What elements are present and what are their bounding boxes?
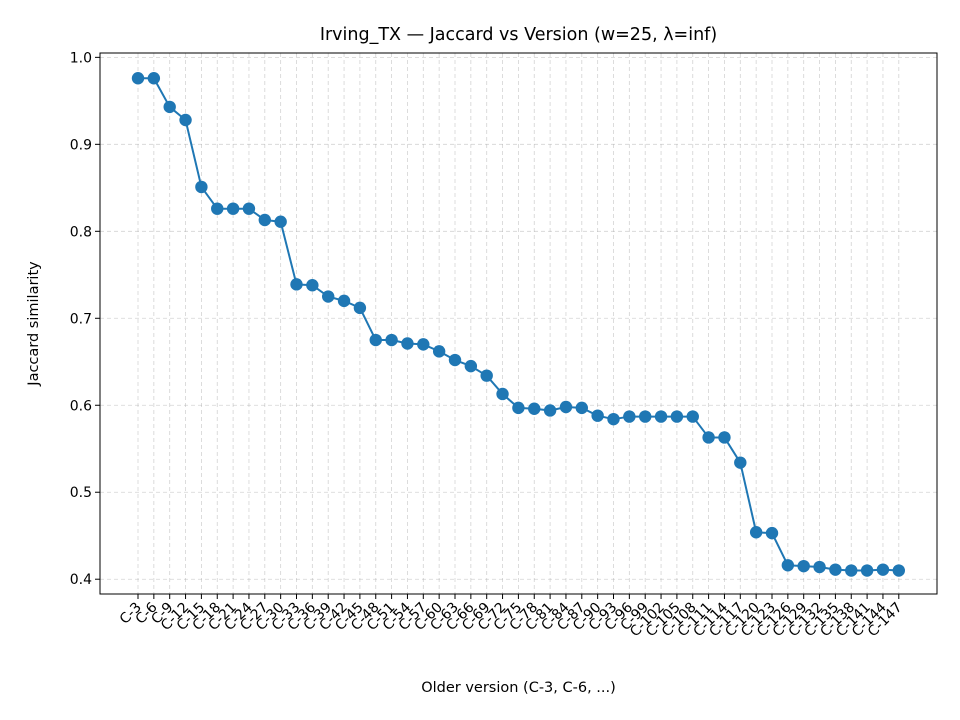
y-tick-label: 0.6 <box>70 398 92 414</box>
data-point <box>813 560 826 574</box>
y-axis: 0.4 0.5 0.6 0.7 0.8 0.9 1.0 <box>70 50 100 588</box>
data-point <box>829 563 842 576</box>
data-point <box>163 100 176 114</box>
data-point <box>892 564 905 577</box>
y-tick-label: 0.8 <box>70 224 92 240</box>
data-point <box>322 290 335 303</box>
data-point <box>432 345 446 358</box>
data-point <box>496 387 509 401</box>
data-point <box>369 333 382 347</box>
data-point <box>417 338 430 351</box>
data-point <box>385 333 398 347</box>
data-point <box>749 526 763 539</box>
data-point <box>147 72 161 85</box>
data-point <box>131 72 145 85</box>
data-point <box>512 401 525 415</box>
data-point <box>274 215 287 228</box>
data-point <box>607 412 620 426</box>
data-point <box>559 400 573 414</box>
chart-title: Irving_TX — Jaccard vs Version (w=25, λ=… <box>320 25 717 45</box>
data-point <box>670 410 684 423</box>
data-point <box>179 113 192 127</box>
data-point <box>480 369 493 382</box>
data-point <box>686 410 699 423</box>
y-tick-label: 0.4 <box>70 572 92 588</box>
data-point <box>242 202 256 215</box>
y-tick-label: 0.7 <box>70 311 92 327</box>
data-point <box>306 279 319 292</box>
data-point <box>845 564 858 577</box>
data-point <box>353 301 367 315</box>
x-axis-label: Older version (C-3, C-6, ...) <box>421 680 616 696</box>
data-point <box>290 278 303 291</box>
data-point <box>226 202 240 215</box>
data-point <box>448 353 462 367</box>
data-point <box>734 456 747 469</box>
data-point <box>575 401 588 415</box>
y-tick-label: 1.0 <box>70 50 92 66</box>
data-point <box>639 410 652 423</box>
data-point <box>623 410 636 423</box>
data-point <box>528 402 541 415</box>
data-point <box>464 359 478 373</box>
data-point <box>718 431 731 444</box>
data-point <box>337 294 351 308</box>
series <box>131 72 905 577</box>
y-axis-label: Jaccard similarity <box>26 261 42 387</box>
data-point <box>401 337 414 350</box>
data-point <box>781 559 795 572</box>
data-point <box>876 563 890 576</box>
data-point <box>702 431 715 444</box>
data-point <box>591 409 604 422</box>
data-point <box>211 202 224 215</box>
y-tick-label: 0.5 <box>70 485 92 501</box>
data-point <box>765 526 779 540</box>
grid <box>100 53 937 594</box>
y-tick-label: 0.9 <box>70 137 92 153</box>
data-point <box>195 180 208 194</box>
data-point <box>543 404 557 417</box>
data-point <box>797 559 810 573</box>
data-point <box>860 564 874 577</box>
data-point <box>654 410 668 423</box>
data-point <box>258 213 271 227</box>
